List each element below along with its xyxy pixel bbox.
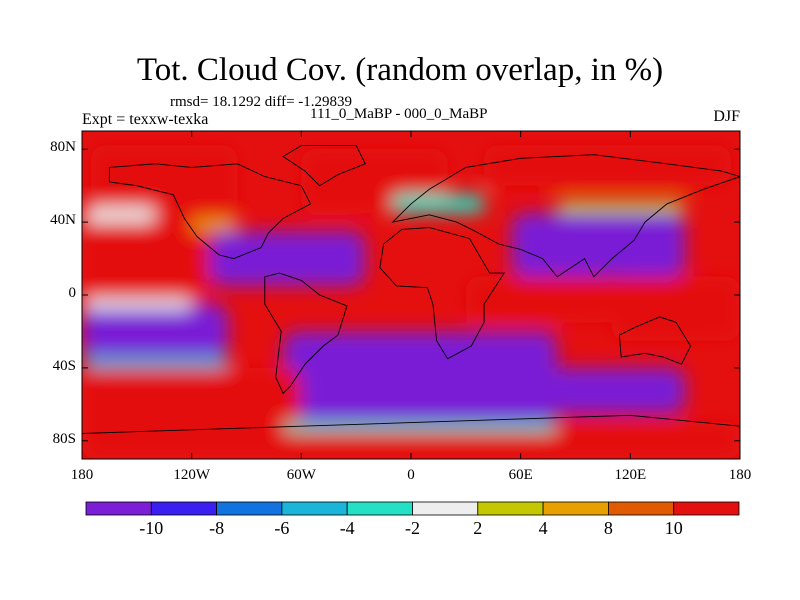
stats-readout: rmsd= 18.1292 diff= -1.29839 <box>170 94 353 110</box>
coastline-layer <box>82 145 740 459</box>
y-tick-label: 80N <box>50 139 76 156</box>
colorbar-label: 8 <box>603 518 613 538</box>
region-s-hemisphere-cool <box>283 331 558 423</box>
colorbar-swatch <box>216 501 283 516</box>
region-indian-trop-warm <box>465 276 613 323</box>
coastline-outline <box>282 145 366 187</box>
coastline-outline <box>108 163 312 260</box>
colorbar-swatch <box>608 501 675 516</box>
region-eurasia-north-warm <box>484 145 731 186</box>
colorbar-swatch <box>281 501 348 516</box>
transition-band <box>191 218 238 232</box>
region-e-pacific-warm <box>82 222 210 305</box>
season-label: DJF <box>713 108 740 125</box>
colorbar-label: 4 <box>538 518 548 538</box>
coastline-outline <box>264 272 348 395</box>
coastline-outline <box>82 414 740 459</box>
colorbar-swatch <box>673 501 740 516</box>
x-tick-label: 180 <box>728 467 752 483</box>
field-layer <box>82 131 740 459</box>
x-tick-label: 0 <box>407 467 415 483</box>
coastline-outline <box>618 316 692 365</box>
region-w-pacific-warm <box>612 276 740 341</box>
transition-band <box>392 194 485 213</box>
y-tick-label: 40S <box>52 357 76 374</box>
region-asia-cool <box>511 213 686 277</box>
region-indian-ocean-cool <box>520 367 686 414</box>
x-tick-label: 60W <box>286 467 316 483</box>
case-id-label: 111_0_MaBP - 000_0_MaBP <box>310 106 488 122</box>
field-regions <box>82 145 740 459</box>
colorbar-label: -4 <box>339 518 355 538</box>
transition-band <box>82 207 156 223</box>
colorbar-label: -10 <box>139 518 164 538</box>
x-tick-label: 60E <box>508 467 533 483</box>
colorbar-swatch <box>150 501 218 516</box>
colorbar <box>85 501 740 516</box>
region-tropical-band-cool <box>82 304 229 359</box>
y-tick-label: 0 <box>68 285 77 301</box>
axis-ticks <box>81 131 741 459</box>
x-tick-label: 120E <box>614 467 647 483</box>
colorbar-label: -2 <box>405 518 420 538</box>
transition-band <box>283 422 558 432</box>
coastline-outline <box>379 227 506 360</box>
colorbar-swatch <box>85 501 152 516</box>
colorbar-label: -6 <box>274 518 290 538</box>
colorbar-swatch <box>412 501 479 516</box>
transition-band <box>557 200 686 213</box>
transition-band <box>82 298 192 310</box>
colorbar-label: 2 <box>473 518 483 538</box>
experiment-label: Expt = texxw-texka <box>82 111 209 128</box>
transition-band <box>82 356 229 368</box>
coastline-outline <box>391 154 740 278</box>
y-tick-label: 80S <box>52 430 76 447</box>
colorbar-label: 10 <box>664 518 683 538</box>
chart-title: Tot. Cloud Cov. (random overlap, in %) <box>136 52 664 88</box>
colorbar-swatch <box>477 501 544 516</box>
colorbar-swatch <box>346 501 413 516</box>
y-tick-label: 40N <box>50 212 76 229</box>
x-tick-label: 180 <box>70 467 94 483</box>
colorbar-swatch <box>542 501 609 516</box>
colorbar-label: -8 <box>209 518 225 538</box>
x-tick-label: 120W <box>173 467 210 483</box>
region-n-pacific-cool <box>209 231 366 286</box>
region-s-pacific-warm <box>82 367 302 432</box>
